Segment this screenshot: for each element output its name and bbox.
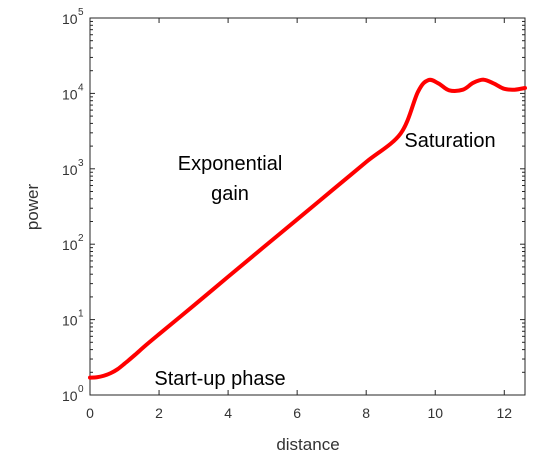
y-tick-label-base: 10 bbox=[62, 313, 78, 329]
annotation-exponential-gain-line-2: gain bbox=[211, 183, 249, 205]
y-tick-label-base: 10 bbox=[62, 388, 78, 404]
x-tick-label: 10 bbox=[427, 405, 443, 421]
y-tick-label-exponent: 0 bbox=[78, 384, 84, 395]
x-tick-label: 4 bbox=[224, 405, 232, 421]
x-tick-label: 8 bbox=[362, 405, 370, 421]
x-tick-label: 6 bbox=[293, 405, 301, 421]
y-tick-label-exponent: 4 bbox=[78, 82, 84, 93]
annotation-exponential-gain-line-1: Exponential bbox=[178, 153, 283, 175]
y-tick-label-exponent: 1 bbox=[78, 309, 84, 320]
x-tick-label: 2 bbox=[155, 405, 163, 421]
y-tick-label-exponent: 3 bbox=[78, 158, 84, 169]
y-tick-label-base: 10 bbox=[62, 11, 78, 27]
x-axis-label: distance bbox=[276, 435, 339, 454]
y-tick-label-base: 10 bbox=[62, 86, 78, 102]
power-curve-line bbox=[88, 77, 527, 380]
y-tick-label-base: 10 bbox=[62, 237, 78, 253]
annotation-saturation: Saturation bbox=[404, 130, 495, 152]
annotation-start-up-phase: Start-up phase bbox=[154, 368, 285, 390]
x-tick-label: 12 bbox=[496, 405, 512, 421]
y-axis-label: power bbox=[23, 184, 42, 231]
y-tick-label-exponent: 5 bbox=[78, 7, 84, 18]
y-tick-label-base: 10 bbox=[62, 162, 78, 178]
x-tick-label: 0 bbox=[86, 405, 94, 421]
y-tick-label-exponent: 2 bbox=[78, 233, 84, 244]
